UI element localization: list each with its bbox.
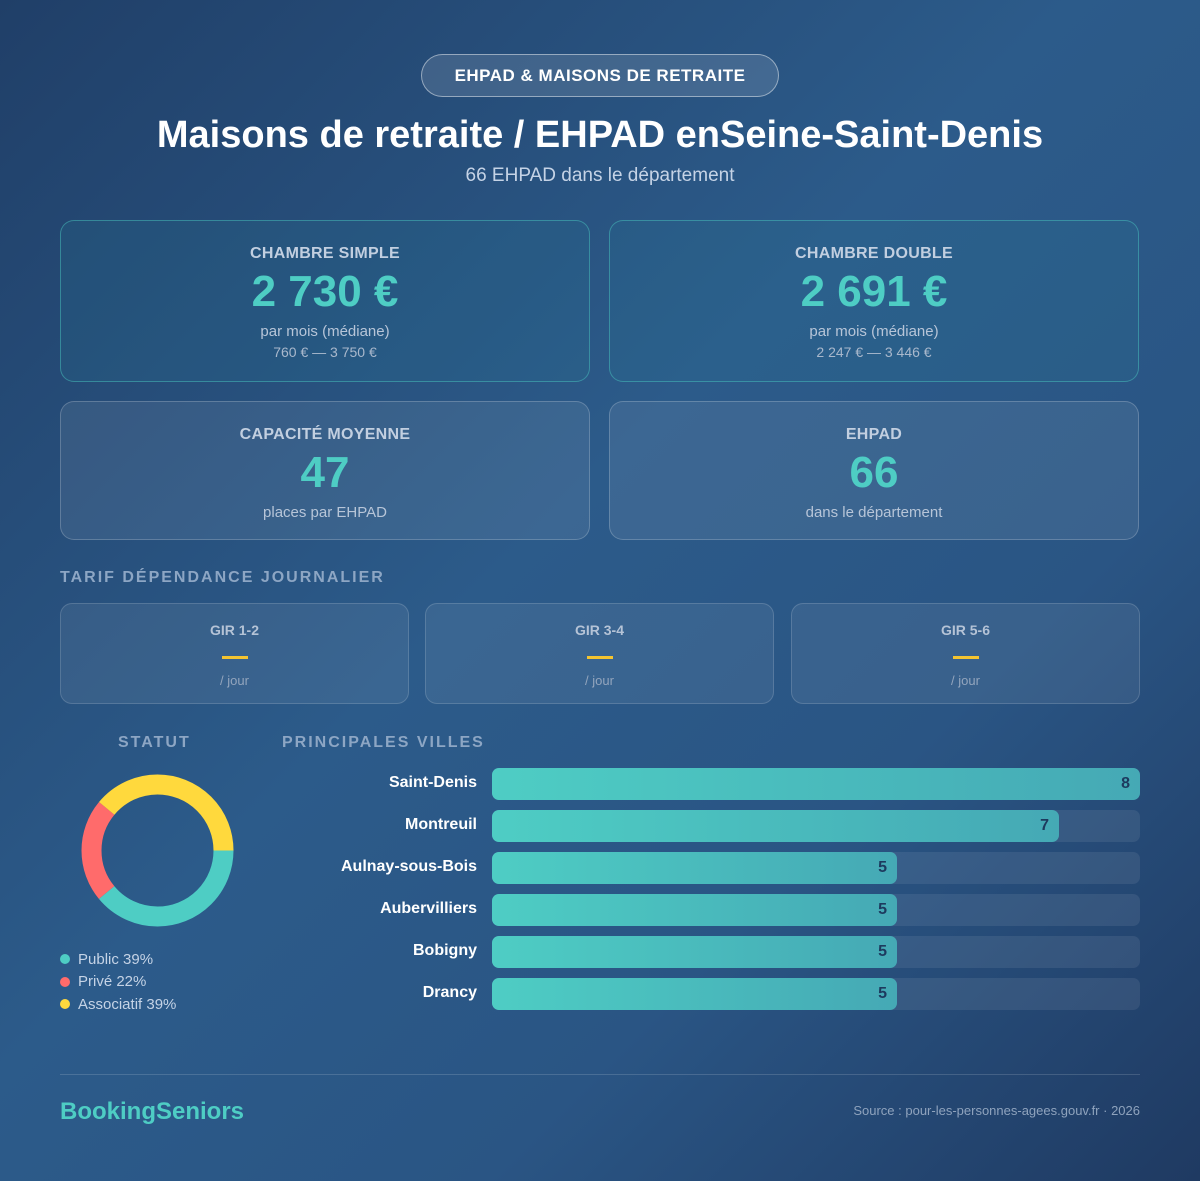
city-name: Montreuil [405,816,477,833]
legend-label: Privé 22% [78,973,147,991]
city-name: Saint-Denis [388,774,477,791]
card-label: EHPAD [845,426,903,443]
city-bar: 5 [492,894,897,926]
bar-track: 8 [492,768,1140,800]
city-count: 8 [1121,775,1130,792]
legend-dot [60,954,70,965]
card-value: 66 [849,448,899,497]
legend-label: Public 39% [78,950,154,968]
card-unit: dans le département [805,504,943,521]
city-row: Saint-Denis 8 [280,768,1140,800]
city-name: Aulnay-sous-Bois [340,858,477,875]
city-row: Drancy 5 [280,978,1140,1010]
city-count: 5 [878,943,887,960]
legend-item-prive: Privé 22% [60,971,176,994]
card-chambre-double: CHAMBRE DOUBLE 2 691 € par mois (médiane… [609,220,1139,382]
card-value: 2 730 € [251,267,399,316]
legend-dot [60,999,70,1010]
card-unit: places par EHPAD [263,504,387,521]
donut-slice [81,774,234,927]
legend-label: Associatif 39% [78,995,177,1013]
card-range: 760 € — 3 750 € [273,344,377,360]
empty-value-dash [952,656,979,659]
bar-track: 5 [492,852,1140,884]
city-bar: 5 [492,978,897,1010]
card-value: 47 [300,448,350,497]
card-label: CHAMBRE DOUBLE [795,245,953,262]
city-row: Aubervilliers 5 [280,894,1140,926]
section-title-tarif: TARIF DÉPENDANCE JOURNALIER [60,569,385,586]
city-bar: 7 [492,810,1059,842]
city-count: 7 [1040,817,1049,834]
donut-slice [81,774,234,927]
brand-logo[interactable]: BookingSeniors [60,1098,245,1125]
city-count: 5 [878,859,887,876]
gir-card: GIR 5-6 / jour [791,603,1140,704]
card-capacite: CAPACITÉ MOYENNE 47 places par EHPAD [60,401,590,540]
card-chambre-simple: CHAMBRE SIMPLE 2 730 € par mois (médiane… [60,220,590,382]
city-name: Aubervilliers [380,900,477,917]
section-title-villes: PRINCIPALES VILLES [282,734,485,751]
statut-legend: Public 39% Privé 22% Associatif 39% [60,948,176,1016]
category-badge: EHPAD & MAISONS DE RETRAITE [421,54,779,97]
card-unit: par mois (médiane) [260,323,390,340]
city-name: Bobigny [413,942,477,959]
city-row: Montreuil 7 [280,810,1140,842]
city-row: Aulnay-sous-Bois 5 [280,852,1140,884]
city-bar: 8 [492,768,1140,800]
card-value: 2 691 € [800,267,948,316]
city-count: 5 [878,901,887,918]
statut-donut-chart [81,774,234,927]
page-subtitle: 66 EHPAD dans le département [465,165,735,186]
gir-unit: / jour [951,673,980,688]
empty-value-dash [586,656,613,659]
city-bar: 5 [492,852,897,884]
bar-track: 5 [492,978,1140,1010]
section-title-statut: STATUT [118,734,191,751]
city-count: 5 [878,985,887,1002]
gir-label: GIR 3-4 [574,622,624,638]
city-name: Drancy [422,984,477,1001]
card-range: 2 247 € — 3 446 € [816,344,932,360]
source-note: Source : pour-les-personnes-agees.gouv.f… [853,1103,1140,1118]
footer-divider [60,1074,1140,1075]
gir-card: GIR 3-4 / jour [425,603,774,704]
gir-unit: / jour [220,673,249,688]
empty-value-dash [221,656,248,659]
bar-track: 5 [492,936,1140,968]
legend-item-public: Public 39% [60,948,176,971]
card-label: CHAMBRE SIMPLE [250,245,400,262]
gir-label: GIR 1-2 [209,622,259,638]
bar-track: 7 [492,810,1140,842]
gir-card: GIR 1-2 / jour [60,603,409,704]
gir-label: GIR 5-6 [940,622,990,638]
city-row: Bobigny 5 [280,936,1140,968]
card-unit: par mois (médiane) [809,323,939,340]
city-bar: 5 [492,936,897,968]
gir-unit: / jour [585,673,614,688]
card-label: CAPACITÉ MOYENNE [239,426,411,443]
legend-item-associatif: Associatif 39% [60,993,176,1016]
card-ehpad-count: EHPAD 66 dans le département [609,401,1139,540]
page-title: Maisons de retraite / EHPAD enSeine-Sain… [156,114,1044,156]
bar-track: 5 [492,894,1140,926]
legend-dot [60,976,70,987]
